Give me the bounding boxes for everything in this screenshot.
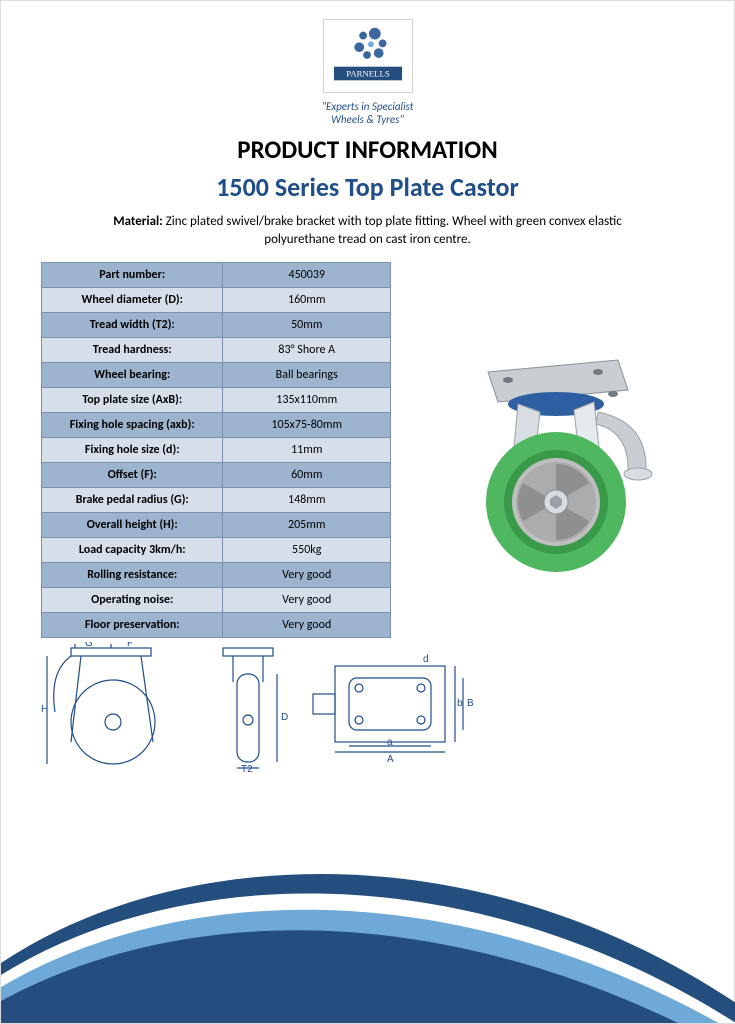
spec-value: 83° Shore A xyxy=(223,338,391,363)
spec-label: Top plate size (AxB): xyxy=(42,388,223,413)
spec-label: Fixing hole size (d): xyxy=(42,438,223,463)
spec-value: 450039 xyxy=(223,263,391,288)
table-row: Load capacity 3km/h:550kg xyxy=(42,538,391,563)
spec-label: Fixing hole spacing (axb): xyxy=(42,413,223,438)
spec-label: Operating noise: xyxy=(42,588,223,613)
spec-label: Tread hardness: xyxy=(42,338,223,363)
svg-text:F: F xyxy=(127,642,133,649)
spec-label: Part number: xyxy=(42,263,223,288)
svg-text:d: d xyxy=(423,654,429,665)
product-image xyxy=(411,352,694,582)
spec-value: 60mm xyxy=(223,463,391,488)
table-row: Top plate size (AxB):135x110mm xyxy=(42,388,391,413)
table-row: Wheel diameter (D):160mm xyxy=(42,288,391,313)
svg-text:G: G xyxy=(85,642,93,649)
table-row: Operating noise:Very good xyxy=(42,588,391,613)
spec-table: Part number:450039Wheel diameter (D):160… xyxy=(41,262,391,638)
table-row: Offset (F):60mm xyxy=(42,463,391,488)
spec-label: Tread width (T2): xyxy=(42,313,223,338)
spec-value: Very good xyxy=(223,613,391,638)
spec-label: Rolling resistance: xyxy=(42,563,223,588)
spec-label: Overall height (H): xyxy=(42,513,223,538)
svg-text:a: a xyxy=(387,737,393,748)
svg-text:D: D xyxy=(281,712,288,723)
table-row: Part number:450039 xyxy=(42,263,391,288)
product-series-title: 1500 Series Top Plate Castor xyxy=(41,171,694,203)
table-row: Overall height (H):205mm xyxy=(42,513,391,538)
table-row: Fixing hole spacing (axb):105x75-80mm xyxy=(42,413,391,438)
spec-value: 205mm xyxy=(223,513,391,538)
spec-value: Very good xyxy=(223,563,391,588)
spec-value: Ball bearings xyxy=(223,363,391,388)
svg-text:A: A xyxy=(387,754,394,765)
spec-value: 50mm xyxy=(223,313,391,338)
svg-text:b: b xyxy=(457,698,463,709)
brand-tagline: "Experts in Specialist Wheels & Tyres" xyxy=(41,100,694,126)
svg-text:H: H xyxy=(41,704,48,715)
technical-diagrams: G F H D T2 xyxy=(41,642,694,772)
spec-label: Floor preservation: xyxy=(42,613,223,638)
table-row: Brake pedal radius (G):148mm xyxy=(42,488,391,513)
table-row: Rolling resistance:Very good xyxy=(42,563,391,588)
svg-text:T2: T2 xyxy=(241,764,253,772)
table-row: Tread width (T2):50mm xyxy=(42,313,391,338)
spec-value: 11mm xyxy=(223,438,391,463)
table-row: Tread hardness:83° Shore A xyxy=(42,338,391,363)
spec-label: Wheel bearing: xyxy=(42,363,223,388)
spec-value: 160mm xyxy=(223,288,391,313)
spec-label: Wheel diameter (D): xyxy=(42,288,223,313)
spec-value: 135x110mm xyxy=(223,388,391,413)
spec-value: 105x75-80mm xyxy=(223,413,391,438)
page-title: PRODUCT INFORMATION xyxy=(41,134,694,165)
spec-label: Brake pedal radius (G): xyxy=(42,488,223,513)
svg-text:B: B xyxy=(467,698,474,709)
spec-value: 148mm xyxy=(223,488,391,513)
spec-label: Load capacity 3km/h: xyxy=(42,538,223,563)
brand-logo: PARNELLS xyxy=(323,19,413,93)
table-row: Wheel bearing:Ball bearings xyxy=(42,363,391,388)
table-row: Floor preservation:Very good xyxy=(42,613,391,638)
brand-logo-block: PARNELLS "Experts in Specialist Wheels &… xyxy=(41,19,694,126)
spec-value: 550kg xyxy=(223,538,391,563)
table-row: Fixing hole size (d):11mm xyxy=(42,438,391,463)
brand-name-text: PARNELLS xyxy=(346,68,390,78)
spec-value: Very good xyxy=(223,588,391,613)
spec-label: Offset (F): xyxy=(42,463,223,488)
material-description: Material: Zinc plated swivel/brake brack… xyxy=(108,213,628,248)
